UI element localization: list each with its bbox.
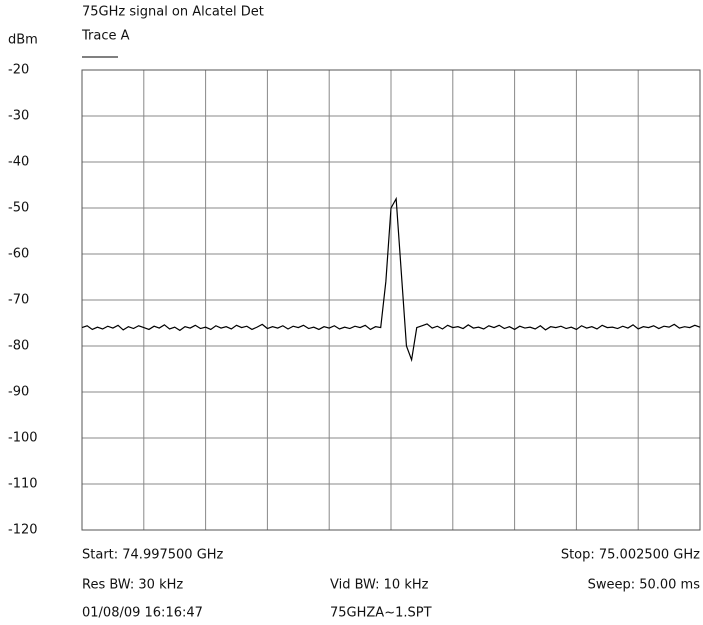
- y-tick-label: -100: [8, 431, 38, 446]
- legend-label: Trace A: [81, 29, 130, 44]
- stop-label: Stop: 75.002500 GHz: [561, 548, 700, 563]
- start-label: Start: 74.997500 GHz: [82, 548, 224, 563]
- y-axis-label: dBm: [8, 33, 38, 48]
- vid-bw-label: Vid BW: 10 kHz: [330, 578, 429, 593]
- chart-title: 75GHz signal on Alcatel Det: [82, 5, 264, 20]
- y-tick-label: -120: [8, 523, 38, 538]
- timestamp-label: 01/08/09 16:16:47: [82, 606, 203, 621]
- y-tick-label: -110: [8, 477, 38, 492]
- y-tick-label: -60: [8, 247, 29, 262]
- plot-frame: [81, 69, 701, 531]
- sweep-label: Sweep: 50.00 ms: [588, 578, 701, 593]
- y-tick-label: -20: [8, 63, 29, 78]
- file-label: 75GHZA~1.SPT: [330, 606, 432, 621]
- res-bw-label: Res BW: 30 kHz: [82, 578, 183, 593]
- y-tick-label: -90: [8, 385, 29, 400]
- y-tick-label: -80: [8, 339, 29, 354]
- y-tick-label: -50: [8, 201, 29, 216]
- y-tick-label: -40: [8, 155, 29, 170]
- y-tick-label: -30: [8, 109, 29, 124]
- y-tick-label: -70: [8, 293, 29, 308]
- trace: [81, 196, 701, 363]
